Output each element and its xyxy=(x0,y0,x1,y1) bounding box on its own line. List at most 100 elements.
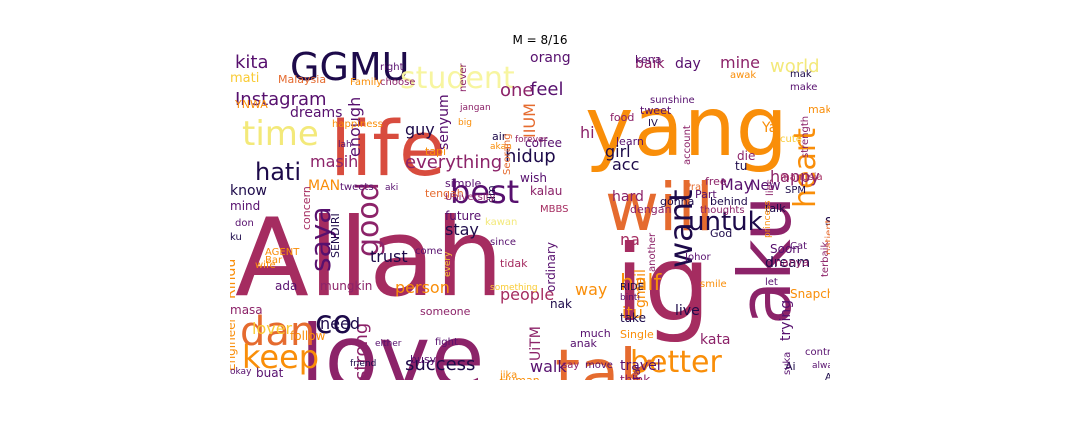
word-trust: trust xyxy=(370,247,408,266)
word-kena: kena xyxy=(635,53,661,66)
word-right: right xyxy=(380,62,404,73)
word-dengan: dengan xyxy=(630,203,671,216)
word-family: Family xyxy=(350,77,382,88)
word-ku: ku xyxy=(230,232,242,243)
word-acc: acc xyxy=(612,155,639,174)
word-aki: aki xyxy=(385,183,398,193)
word-ya: Ya xyxy=(761,120,777,136)
word-mine: mine xyxy=(720,53,760,72)
word-hi: hi xyxy=(580,123,595,142)
word-jangan: jangan xyxy=(459,103,491,113)
word-much: much xyxy=(580,327,611,340)
word-masih: masih xyxy=(310,152,358,171)
word-will: will xyxy=(605,169,714,246)
word-since: since xyxy=(490,237,516,248)
word-girl: girl xyxy=(605,142,631,161)
word-lah: lah xyxy=(338,140,352,150)
word-coffee: coffee xyxy=(525,136,562,150)
word-hard: hard xyxy=(612,189,644,205)
word-binti: binti xyxy=(620,293,640,303)
word-dan: dan xyxy=(240,309,315,355)
word-instagram: Instagram xyxy=(235,89,327,110)
word-far: Far xyxy=(632,364,643,380)
word-baik: baik xyxy=(635,56,665,72)
word-johor: Johor xyxy=(684,252,712,263)
word-dreams: dreams xyxy=(290,105,342,121)
word-follow: follow xyxy=(290,329,326,343)
word-people: people xyxy=(500,285,554,304)
word-cute: cute xyxy=(780,134,802,145)
word-best: best xyxy=(450,173,519,211)
word-choose: choose xyxy=(380,77,415,88)
word-talk: talk xyxy=(765,202,786,215)
word-behind: behind xyxy=(710,195,748,208)
word-mati: mati xyxy=(230,71,259,86)
word-good: good xyxy=(351,182,386,257)
word-still: still xyxy=(825,213,830,229)
word-future: future xyxy=(445,209,481,223)
word-agent: AGENT xyxy=(265,247,300,258)
word-everything: everything xyxy=(405,152,502,173)
word-may: May xyxy=(720,175,753,194)
word-concern: concern xyxy=(300,186,313,230)
word-mbbs: MBBS xyxy=(540,204,569,215)
word-sunshine: sunshine xyxy=(650,95,695,106)
word-dream: dream xyxy=(765,255,810,271)
word-saya: saya xyxy=(304,207,337,272)
word-ggmu: GGMU xyxy=(290,50,410,89)
word-cat: Cat xyxy=(790,241,807,252)
word-tweet: tweet xyxy=(640,104,672,117)
word-ada: ada xyxy=(275,279,297,293)
word-need: need xyxy=(320,314,360,333)
word-don: don xyxy=(235,218,254,229)
word-live: live xyxy=(675,303,700,319)
word-simple: simple xyxy=(445,177,482,190)
word-akan: akan xyxy=(490,142,512,152)
word-control: control xyxy=(805,347,830,358)
word-student: student xyxy=(400,61,515,96)
word-snapchat: Snapchat xyxy=(790,287,830,301)
word-patient: patient xyxy=(824,219,830,255)
word-na: na xyxy=(620,230,640,249)
word-time: time xyxy=(242,114,319,154)
word-stay: stay xyxy=(445,220,479,239)
word-malaysia: Malaysia xyxy=(278,73,326,86)
word-seorang: Seorang xyxy=(502,133,513,175)
word-kata: kata xyxy=(700,332,731,348)
word-learn: learn xyxy=(616,135,644,148)
word-ordinary: ordinary xyxy=(544,242,558,292)
word-manusia: manusia xyxy=(780,172,823,183)
word-walk: walk xyxy=(530,357,567,376)
word-life: life xyxy=(330,104,446,193)
word-kawan: kawan xyxy=(485,217,517,228)
word-think: think xyxy=(620,373,650,380)
word-spm: SPM xyxy=(785,185,806,196)
word-insta: insta xyxy=(230,138,233,162)
word-want: want xyxy=(662,189,700,268)
word-account: account xyxy=(682,125,693,165)
word-lies: lies xyxy=(765,179,776,196)
word-always: always xyxy=(812,361,830,371)
word-come: come xyxy=(415,246,443,257)
word-hanya: hanya xyxy=(775,256,809,269)
word-princess: princess xyxy=(763,200,773,238)
word-tapi: tapi xyxy=(425,145,446,158)
word-single: Single xyxy=(620,328,654,341)
word-tidak: tidak xyxy=(500,257,528,270)
word-either: either xyxy=(375,339,402,349)
word-god: God xyxy=(710,227,732,240)
word-happy: happy xyxy=(770,167,820,186)
word-awak: awak xyxy=(730,70,756,81)
word-engineer: Engineer xyxy=(230,317,238,371)
word-man: MAN xyxy=(308,178,340,194)
word-orang: orang xyxy=(530,50,571,66)
word-know: know xyxy=(230,183,267,199)
word-heart: heart xyxy=(788,128,823,208)
word-yang: yang xyxy=(585,80,788,175)
word-mak: mak xyxy=(790,69,812,80)
word-keep: keep xyxy=(242,338,319,376)
word-way: way xyxy=(575,280,607,299)
word-wish: wish xyxy=(520,171,547,185)
word-big: big xyxy=(458,118,472,128)
word-move: move xyxy=(585,360,613,371)
